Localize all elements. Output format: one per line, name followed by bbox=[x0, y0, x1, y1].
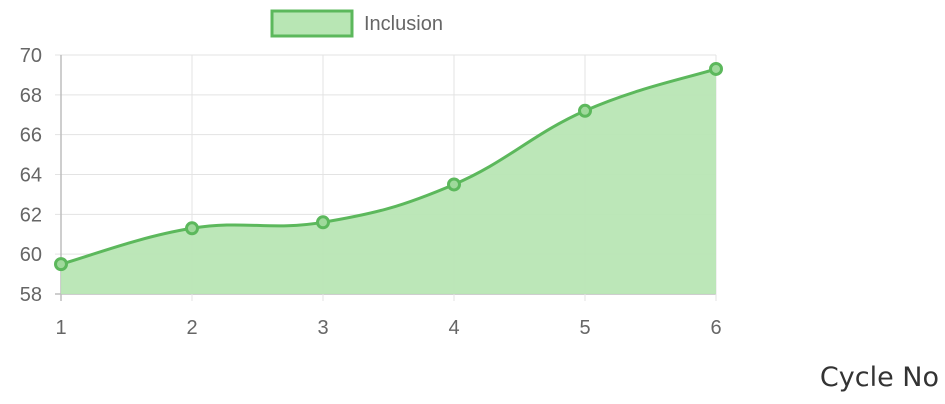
x-tick-label: 2 bbox=[186, 317, 197, 339]
data-point bbox=[54, 257, 68, 272]
data-point bbox=[447, 177, 461, 192]
x-tick-label: 1 bbox=[55, 317, 66, 339]
series-line-inclusion bbox=[60, 67, 717, 266]
legend-label-inclusion[interactable]: Inclusion bbox=[364, 13, 443, 35]
y-tick-label: 62 bbox=[20, 204, 42, 226]
y-tick-label: 68 bbox=[20, 85, 42, 107]
series-area-inclusion bbox=[61, 68, 716, 294]
legend[interactable]: Inclusion bbox=[270, 9, 443, 38]
data-point bbox=[316, 215, 330, 230]
y-axis-ticks: 58 60 62 64 66 68 70 bbox=[20, 45, 42, 306]
y-tick-label: 70 bbox=[20, 45, 42, 67]
data-point bbox=[709, 61, 723, 76]
y-tick-label: 66 bbox=[20, 125, 42, 147]
y-tick-label: 58 bbox=[20, 284, 42, 306]
x-axis-ticks: 1 2 3 4 5 6 bbox=[55, 317, 721, 339]
x-tick-label: 5 bbox=[579, 317, 590, 339]
series-area bbox=[61, 68, 716, 294]
series-line bbox=[60, 67, 717, 266]
x-tick-label: 6 bbox=[710, 317, 721, 339]
x-axis-title: Cycle No bbox=[819, 362, 939, 393]
x-tick-label: 3 bbox=[317, 317, 328, 339]
data-point bbox=[185, 221, 199, 236]
y-tick-label: 60 bbox=[20, 244, 42, 266]
x-tick-label: 4 bbox=[448, 317, 459, 339]
series-points bbox=[54, 61, 723, 272]
legend-swatch[interactable] bbox=[270, 9, 354, 38]
data-point bbox=[578, 103, 592, 118]
y-tick-label: 64 bbox=[20, 165, 42, 187]
